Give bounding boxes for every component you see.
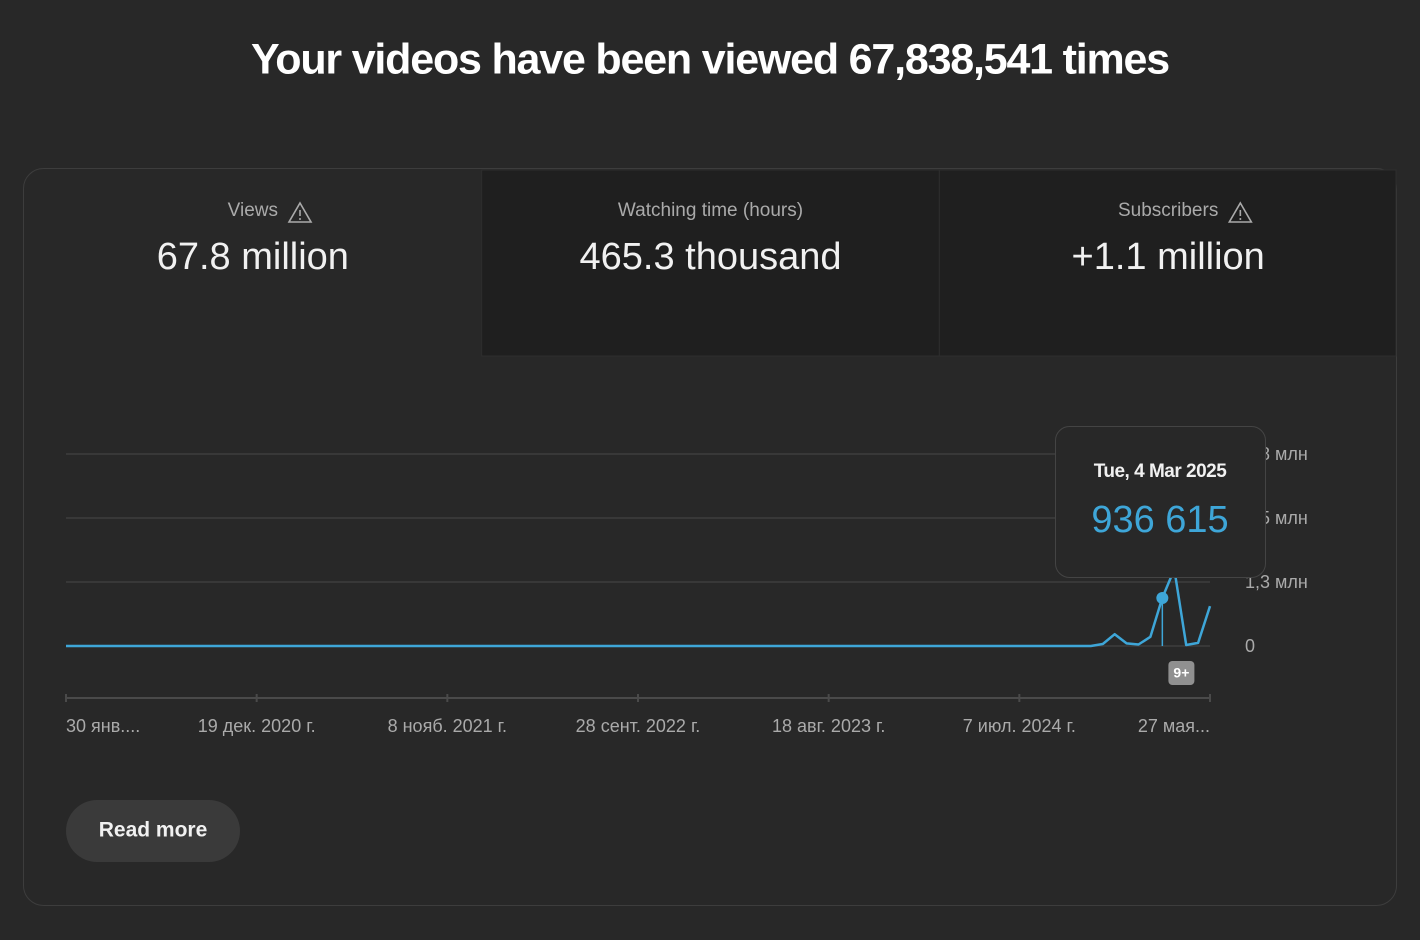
- warning-icon: [1227, 201, 1253, 223]
- tab-bg[interactable]: [481, 169, 940, 357]
- y-tick-label: 0: [1245, 636, 1255, 656]
- tab-bg[interactable]: [938, 169, 1397, 357]
- tab-value[interactable]: +1.1 million: [1072, 236, 1265, 278]
- series-line: [66, 567, 1212, 648]
- x-tick-label: 27 мая...: [1138, 716, 1210, 736]
- warning-icon: [287, 201, 313, 223]
- tooltip-date: Tue, 4 Mar 2025: [1094, 461, 1228, 482]
- x-tick-label: 8 нояб. 2021 г.: [388, 716, 507, 736]
- button-label[interactable]: Read more: [99, 819, 208, 842]
- badge-bg[interactable]: [1168, 661, 1195, 685]
- tooltip-value: 936 615: [1091, 499, 1228, 541]
- tooltip-bg: [1055, 426, 1266, 578]
- metric-tab[interactable]: Subscribers +1.1 million: [938, 169, 1397, 357]
- metric-tab[interactable]: Views 67.8 million: [157, 200, 349, 278]
- y-tick-label: 1,3 млн: [1245, 572, 1308, 592]
- tab-value[interactable]: 67.8 million: [157, 236, 349, 278]
- tab-label[interactable]: Subscribers: [1118, 200, 1218, 221]
- tab-value[interactable]: 465.3 thousand: [579, 236, 841, 278]
- tab-label[interactable]: Watching time (hours): [618, 200, 803, 221]
- x-tick-label: 19 дек. 2020 г.: [198, 716, 316, 736]
- tooltip: Tue, 4 Mar 2025 936 615: [1055, 426, 1266, 578]
- warning-dot: [1239, 218, 1242, 220]
- warning-dot: [299, 218, 302, 220]
- button-bg[interactable]: [66, 800, 240, 862]
- hover-point: [1156, 592, 1169, 605]
- x-tick-label: 18 авг. 2023 г.: [772, 716, 885, 736]
- page-title: Your videos have been viewed 67,838,541 …: [251, 35, 1169, 83]
- read-more-button[interactable]: Read more: [66, 800, 240, 862]
- metric-tab[interactable]: Watching time (hours) 465.3 thousand: [481, 169, 940, 357]
- tab-label[interactable]: Views: [228, 200, 278, 221]
- x-tick-label: 7 июл. 2024 г.: [963, 716, 1076, 736]
- x-tick-label: 28 сент. 2022 г.: [576, 716, 701, 736]
- x-tick-label: 30 янв....: [66, 716, 140, 736]
- badge[interactable]: 9+: [1173, 665, 1189, 681]
